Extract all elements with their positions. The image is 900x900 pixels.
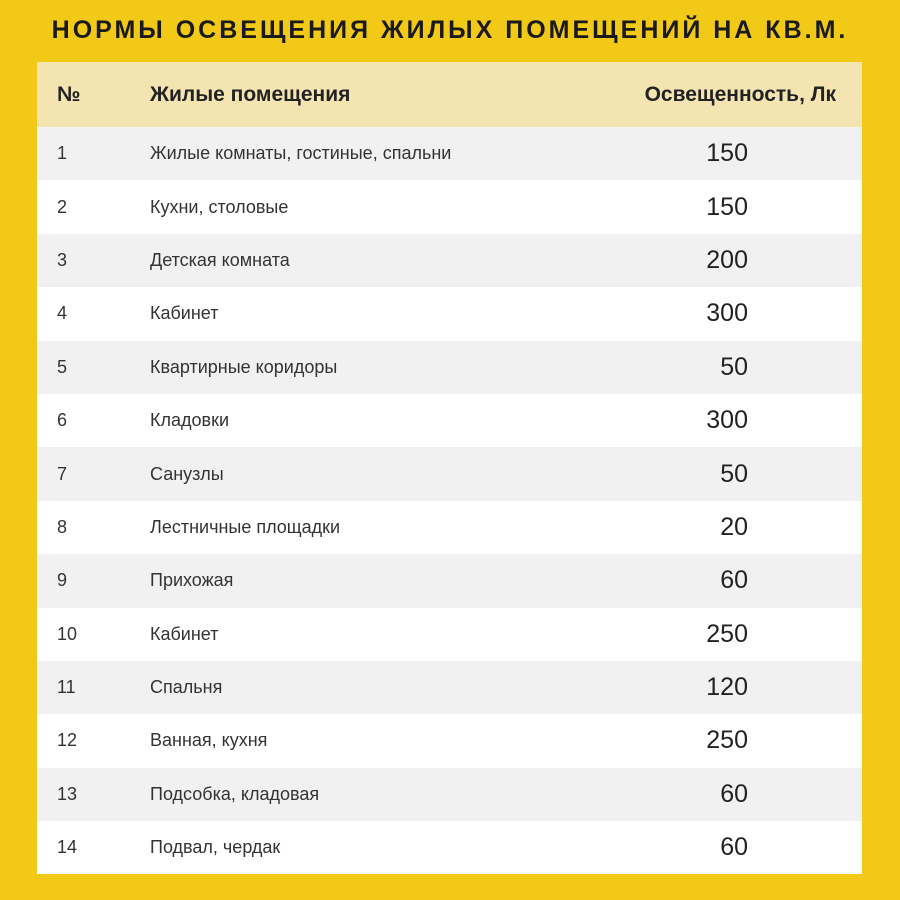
illuminance-value: 250 bbox=[706, 619, 748, 648]
illuminance-value: 120 bbox=[706, 673, 748, 702]
room-name: Санузлы bbox=[150, 463, 224, 484]
table-row: 3 Детская комната 200 bbox=[37, 233, 862, 288]
row-number: 14 bbox=[57, 837, 78, 858]
row-number: 3 bbox=[57, 249, 68, 270]
table-header: № Жилые помещения Освещенность, Лк bbox=[37, 62, 862, 127]
room-name: Жилые комнаты, гостиные, спальни bbox=[150, 143, 452, 164]
table-body: 1 Жилые комнаты, гостиные, спальни 150 2 Кух… bbox=[37, 127, 862, 875]
table-row: 11 Спальня 120 bbox=[37, 660, 862, 715]
table-row: 5 Квартирные коридоры 50 bbox=[37, 340, 862, 394]
illuminance-value: 50 bbox=[720, 459, 748, 488]
room-name: Кабинет bbox=[150, 303, 219, 324]
table-row: 9 Прихожая 60 bbox=[37, 554, 862, 608]
room-name: Лестничные площадки bbox=[150, 516, 341, 537]
illuminance-value: 200 bbox=[706, 245, 748, 274]
row-number: 6 bbox=[57, 410, 68, 431]
room-name: Прихожая bbox=[150, 570, 234, 591]
room-name: Ванная, кухня bbox=[150, 730, 268, 751]
illuminance-value: 20 bbox=[720, 512, 748, 541]
header-number: № bbox=[57, 82, 81, 106]
header-illuminance: Освещенность, Лк bbox=[644, 82, 836, 106]
room-name: Кабинет bbox=[150, 623, 219, 644]
room-name: Подвал, чердак bbox=[150, 837, 281, 858]
row-number: 13 bbox=[57, 783, 78, 804]
illuminance-value: 50 bbox=[720, 352, 748, 381]
page-title: НОРМЫ ОСВЕЩЕНИЯ ЖИЛЫХ ПОМЕЩЕНИЙ НА КВ.М. bbox=[51, 16, 849, 44]
table-row: 13 Подсобка, кладовая 60 bbox=[37, 767, 862, 822]
table-row: 1 Жилые комнаты, гостиные, спальни 150 bbox=[37, 127, 862, 181]
illuminance-value: 150 bbox=[706, 139, 748, 168]
row-number: 10 bbox=[57, 623, 78, 644]
illuminance-value: 60 bbox=[720, 833, 748, 862]
room-name: Спальня bbox=[150, 677, 223, 698]
table-row: 6 Кладовки 300 bbox=[37, 393, 862, 448]
room-name: Подсобка, кладовая bbox=[150, 783, 320, 804]
table-row: 8 Лестничные площадки 20 bbox=[37, 500, 862, 555]
table-row: 10 Кабинет 250 bbox=[37, 607, 862, 661]
row-number: 5 bbox=[57, 356, 68, 377]
row-number: 11 bbox=[57, 677, 76, 698]
illuminance-value: 300 bbox=[706, 406, 748, 435]
row-number: 9 bbox=[57, 570, 68, 591]
illuminance-value: 250 bbox=[706, 726, 748, 755]
row-number: 12 bbox=[57, 730, 78, 751]
table-row: 4 Кабинет 300 bbox=[37, 287, 862, 341]
header-room: Жилые помещения bbox=[150, 82, 351, 106]
table-row: 7 Санузлы 50 bbox=[37, 447, 862, 501]
table-row: 14 Подвал, чердак 60 bbox=[37, 821, 862, 875]
row-number: 7 bbox=[57, 463, 68, 484]
row-number: 8 bbox=[57, 516, 68, 537]
illuminance-value: 60 bbox=[720, 566, 748, 595]
row-number: 1 bbox=[57, 143, 68, 164]
table-row: 2 Кухни, столовые 150 bbox=[37, 180, 862, 234]
room-name: Квартирные коридоры bbox=[150, 356, 338, 377]
row-number: 2 bbox=[57, 196, 68, 217]
room-name: Кладовки bbox=[150, 410, 230, 431]
illuminance-value: 60 bbox=[720, 779, 748, 808]
illuminance-value: 300 bbox=[706, 299, 748, 328]
illuminance-value: 150 bbox=[706, 192, 748, 221]
lighting-norms-table: № Жилые помещения Освещенность, Лк 1 Жилы… bbox=[37, 62, 862, 875]
room-name: Кухни, столовые bbox=[150, 196, 289, 217]
room-name: Детская комната bbox=[150, 249, 290, 270]
row-number: 4 bbox=[57, 303, 68, 324]
table-row: 12 Ванная, кухня 250 bbox=[37, 714, 862, 768]
